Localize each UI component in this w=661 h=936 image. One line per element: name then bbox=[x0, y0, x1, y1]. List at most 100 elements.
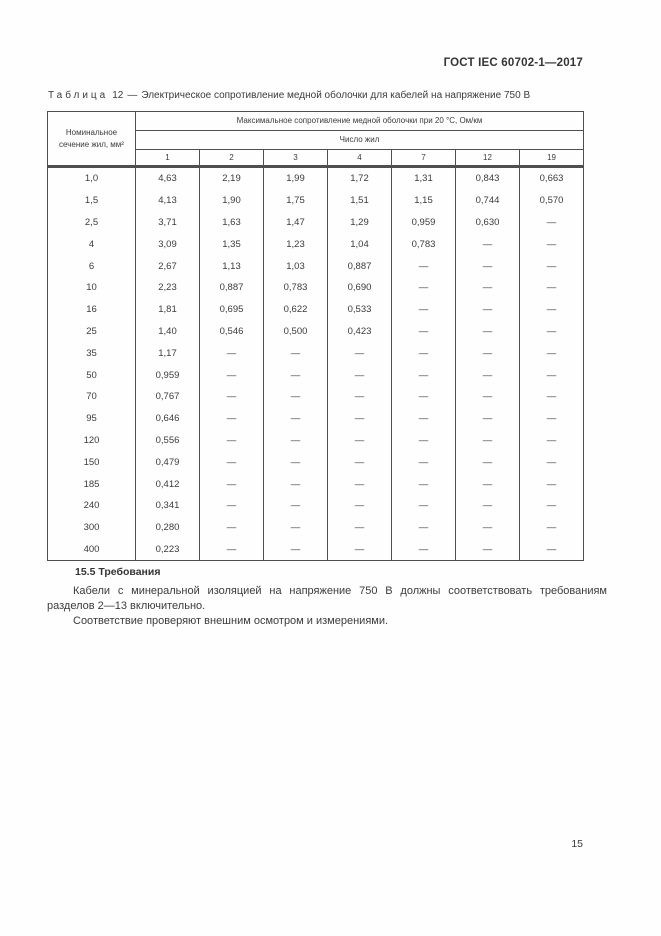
table-caption-dash: — bbox=[127, 90, 138, 101]
cell-resistance-value: — bbox=[199, 538, 264, 561]
cell-resistance-value: — bbox=[391, 298, 456, 321]
cell-resistance-value: 3,09 bbox=[135, 233, 200, 256]
cell-resistance-value: — bbox=[518, 276, 585, 299]
cell-resistance-value: — bbox=[263, 494, 328, 517]
cell-resistance-value: 0,887 bbox=[199, 276, 264, 299]
cell-resistance-value: 0,479 bbox=[135, 451, 200, 474]
cell-resistance-value: — bbox=[455, 233, 520, 256]
cell-resistance-value: — bbox=[199, 473, 264, 495]
cell-resistance-value: — bbox=[518, 298, 585, 321]
cell-resistance-value: — bbox=[455, 429, 520, 452]
cell-resistance-value: — bbox=[199, 407, 264, 430]
cell-resistance-value: — bbox=[391, 451, 456, 474]
table-caption-title: Электрическое сопротивление медной оболо… bbox=[141, 90, 531, 101]
cell-resistance-value: — bbox=[518, 516, 585, 539]
cell-resistance-value: 0,622 bbox=[263, 298, 328, 321]
column-header-resistance: Максимальное сопротивление медной оболоч… bbox=[134, 111, 585, 131]
resistance-table: Номинальное сечение жил, мм² Максимально… bbox=[47, 111, 585, 562]
table-row: 6 2,67 1,13 1,03 0,887— — — bbox=[47, 255, 585, 277]
column-header-cores: Число жил bbox=[134, 130, 585, 150]
cell-resistance-value: 0,546 bbox=[199, 320, 264, 343]
cell-resistance-value: — bbox=[391, 364, 456, 386]
cell-resistance-value: 2,23 bbox=[135, 276, 200, 299]
section-heading: 15.5 Требования bbox=[75, 566, 161, 578]
cell-resistance-value: — bbox=[455, 320, 520, 343]
cell-resistance-value: — bbox=[391, 255, 456, 277]
cell-resistance-value: 1,99 bbox=[263, 166, 328, 190]
table-header: Номинальное сечение жил, мм² Максимально… bbox=[47, 111, 585, 168]
cell-resistance-value: — bbox=[455, 538, 520, 561]
cell-cross-section: 10 bbox=[47, 276, 136, 299]
column-header-section: Номинальное сечение жил, мм² bbox=[47, 111, 136, 168]
cell-resistance-value: — bbox=[391, 538, 456, 561]
cell-resistance-value: — bbox=[391, 407, 456, 430]
cell-cross-section: 150 bbox=[47, 451, 136, 474]
column-header-core-count: 1 bbox=[135, 149, 200, 168]
cell-resistance-value: 0,767 bbox=[135, 385, 200, 408]
cell-resistance-value: — bbox=[518, 494, 585, 517]
cell-cross-section: 240 bbox=[47, 494, 136, 517]
table-caption: Таблица 12— Электрическое сопротивление ме… bbox=[48, 90, 608, 101]
cell-resistance-value: — bbox=[455, 364, 520, 386]
cell-resistance-value: 2,67 bbox=[135, 255, 200, 277]
cell-resistance-value: 1,90 bbox=[199, 189, 264, 212]
cell-resistance-value: 1,13 bbox=[199, 255, 264, 277]
table-caption-number: 12 bbox=[112, 90, 124, 101]
cell-cross-section: 4 bbox=[47, 233, 136, 256]
cell-resistance-value: 0,690 bbox=[327, 276, 392, 299]
table-row: 1,5 4,13 1,90 1,75 1,51 1,15 0,744 0,570 bbox=[47, 189, 585, 212]
cell-resistance-value: 1,72 bbox=[327, 166, 392, 190]
cell-resistance-value: 0,959 bbox=[135, 364, 200, 386]
cell-resistance-value: 1,81 bbox=[135, 298, 200, 321]
cell-resistance-value: 0,959 bbox=[391, 211, 456, 234]
cell-resistance-value: 1,15 bbox=[391, 189, 456, 212]
cell-resistance-value: — bbox=[199, 342, 264, 365]
cell-resistance-value: — bbox=[518, 407, 585, 430]
cell-cross-section: 16 bbox=[47, 298, 136, 321]
table-row: 16 1,81 0,695 0,622 0,533— — — bbox=[47, 298, 585, 321]
cell-resistance-value: 0,887 bbox=[327, 255, 392, 277]
cell-resistance-value: — bbox=[327, 516, 392, 539]
cell-cross-section: 1,0 bbox=[47, 166, 136, 190]
cell-resistance-value: — bbox=[455, 516, 520, 539]
cell-cross-section: 70 bbox=[47, 385, 136, 408]
cell-resistance-value: — bbox=[327, 538, 392, 561]
cell-resistance-value: — bbox=[455, 255, 520, 277]
cell-cross-section: 95 bbox=[47, 407, 136, 430]
table-caption-label: Таблица bbox=[48, 90, 109, 101]
cell-resistance-value: 1,35 bbox=[199, 233, 264, 256]
cell-resistance-value: 1,29 bbox=[327, 211, 392, 234]
cell-resistance-value: — bbox=[455, 407, 520, 430]
cell-resistance-value: — bbox=[327, 407, 392, 430]
cell-resistance-value: — bbox=[199, 516, 264, 539]
cell-resistance-value: — bbox=[199, 494, 264, 517]
paragraph-verification: Соответствие проверяют внешним осмотром … bbox=[73, 615, 389, 627]
cell-resistance-value: — bbox=[518, 538, 585, 561]
column-header-core-count: 4 bbox=[327, 149, 392, 168]
table-row: 95 0,646— — — — — — bbox=[47, 407, 585, 430]
cell-resistance-value: — bbox=[327, 429, 392, 452]
cell-resistance-value: — bbox=[391, 320, 456, 343]
cell-resistance-value: — bbox=[455, 385, 520, 408]
cell-resistance-value: 0,556 bbox=[135, 429, 200, 452]
cell-cross-section: 25 bbox=[47, 320, 136, 343]
table-row: 150 0,479— — — — — — bbox=[47, 451, 585, 474]
cell-resistance-value: 0,412 bbox=[135, 473, 200, 495]
cell-cross-section: 185 bbox=[47, 473, 136, 495]
cell-resistance-value: 0,744 bbox=[455, 189, 520, 212]
cell-resistance-value: 1,63 bbox=[199, 211, 264, 234]
cell-resistance-value: 0,423 bbox=[327, 320, 392, 343]
cell-cross-section: 50 bbox=[47, 364, 136, 386]
table-row: 70 0,767— — — — — — bbox=[47, 385, 585, 408]
cell-resistance-value: — bbox=[263, 385, 328, 408]
table-row: 1,0 4,63 2,19 1,99 1,72 1,31 0,843 0,663 bbox=[47, 166, 585, 190]
cell-resistance-value: — bbox=[391, 494, 456, 517]
cell-resistance-value: — bbox=[518, 320, 585, 343]
column-header-core-count: 12 bbox=[455, 149, 520, 168]
cell-cross-section: 400 bbox=[47, 538, 136, 561]
table-row: 300 0,280— — — — — — bbox=[47, 516, 585, 539]
cell-resistance-value: — bbox=[455, 451, 520, 474]
cell-resistance-value: — bbox=[518, 429, 585, 452]
cell-resistance-value: — bbox=[391, 342, 456, 365]
column-header-core-count: 3 bbox=[263, 149, 328, 168]
